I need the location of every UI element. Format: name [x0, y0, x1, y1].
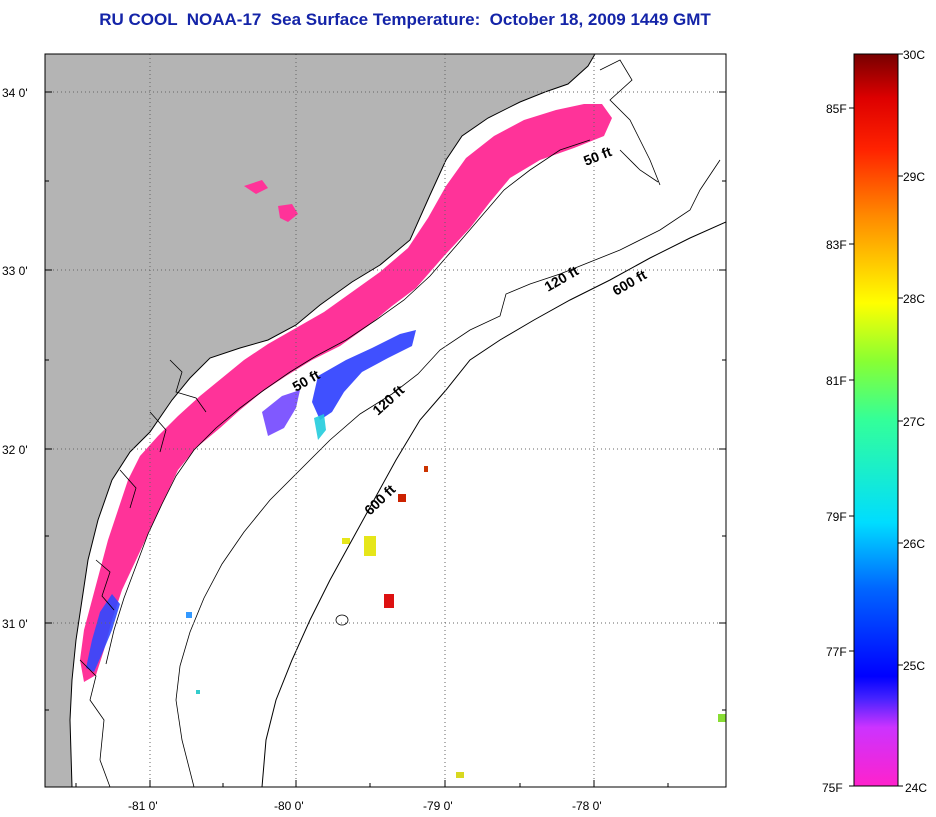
sst-pixel: [342, 538, 350, 544]
celsius-label: 27C: [903, 415, 925, 429]
celsius-label: 30C: [903, 48, 925, 62]
sst-pixel: [424, 466, 428, 472]
coastline-detail: [79, 59, 661, 787]
map-border: [44, 53, 727, 788]
sst-pixel: [398, 494, 406, 502]
fahrenheit-label: 81F: [826, 374, 847, 388]
lat-label: 31 0': [2, 617, 28, 631]
fahrenheit-label: 85F: [826, 102, 847, 116]
inland-pink-patch: [244, 180, 268, 194]
lat-label: 34 0': [2, 86, 28, 100]
sst-pixel: [384, 594, 394, 608]
fahrenheit-label: 83F: [826, 238, 847, 252]
lon-label: -80 0': [274, 799, 304, 813]
cool-water-patch: [86, 594, 120, 672]
map-title: RU COOL NOAA-17 Sea Surface Temperature:…: [99, 10, 711, 29]
seamount-contour: [335, 614, 349, 626]
lon-label: -79 0': [423, 799, 453, 813]
lon-label: -78 0': [572, 799, 602, 813]
fahrenheit-label: 79F: [826, 510, 847, 524]
celsius-label: 24C: [905, 781, 927, 795]
isobath-120ft: [175, 159, 721, 787]
sst-pixel: [718, 714, 726, 722]
lon-label: -81 0': [128, 799, 158, 813]
sst-pixel: [196, 690, 200, 694]
lat-label: 33 0': [2, 264, 28, 278]
celsius-label: 25C: [903, 659, 925, 673]
colorbar-gradient: [853, 53, 899, 787]
isobath-600ft: [261, 221, 726, 787]
inland-pink-patch: [278, 204, 298, 222]
isobath-50ft: [105, 139, 591, 665]
fahrenheit-label: 75F: [822, 781, 843, 795]
sst-pixel: [456, 772, 464, 778]
sst-pixel: [364, 536, 376, 556]
sst-pixel: [186, 612, 192, 618]
gridlines: [45, 54, 726, 787]
axis-ticks: [45, 91, 726, 787]
lat-label: 32 0': [2, 443, 28, 457]
celsius-label: 26C: [903, 537, 925, 551]
cool-water-patch: [262, 390, 300, 436]
cyan-water-patch: [314, 414, 326, 440]
fahrenheit-label: 77F: [826, 645, 847, 659]
cool-water-patch: [312, 330, 416, 420]
celsius-label: 28C: [903, 292, 925, 306]
celsius-label: 29C: [903, 170, 925, 184]
land-area: [45, 54, 595, 787]
coastline: [69, 54, 596, 787]
